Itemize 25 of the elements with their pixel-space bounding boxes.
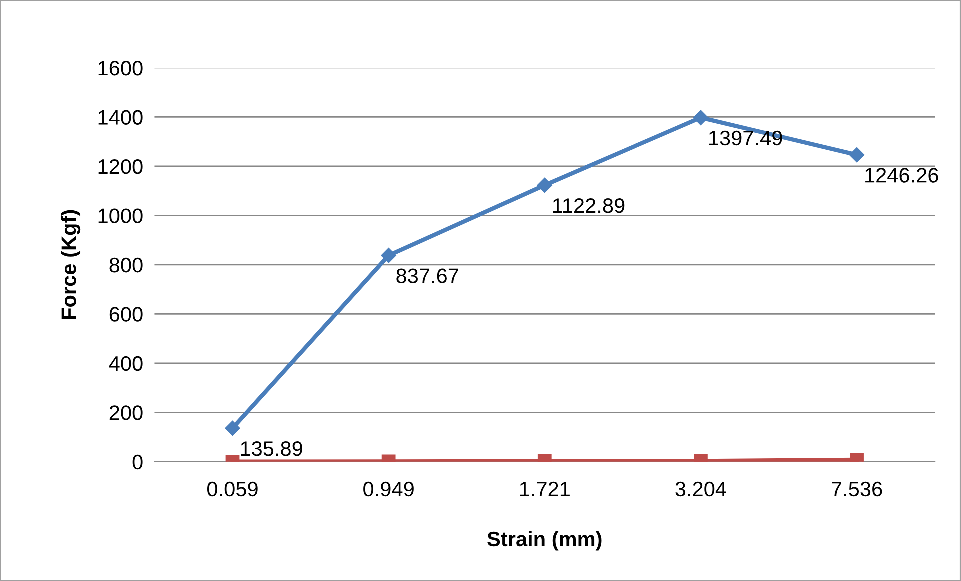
y-tick-label: 1000	[98, 208, 143, 224]
data-label: 1397.49	[709, 130, 782, 146]
y-tick-label: 200	[110, 406, 143, 420]
data-label: 1122.89	[553, 198, 625, 214]
x-tick-label: 0.949	[364, 482, 414, 497]
y-tick-label: 600	[110, 307, 143, 322]
point	[693, 110, 709, 126]
x-axis-title: Strain (mm)	[488, 531, 602, 551]
y-tick-label: 1200	[98, 159, 143, 174]
x-tick-label: 3.204	[676, 482, 726, 497]
x-tick-label: 7.536	[832, 482, 882, 497]
x-tick-label: 0.059	[208, 482, 258, 497]
data-label: 837.67	[396, 268, 458, 284]
y-tick-label: 400	[109, 356, 143, 372]
point	[381, 248, 396, 264]
x-tick-label: 1.721	[520, 482, 570, 496]
data-label: 1246.26	[866, 168, 938, 183]
data-label: 135.89	[241, 441, 302, 456]
y-tick-label: 800	[110, 258, 143, 273]
point	[537, 178, 552, 194]
point	[849, 147, 865, 163]
y-axis-title: Force (Kgf)	[61, 210, 81, 320]
y-tick-label: 1600	[98, 60, 143, 76]
y-tick-label: 0	[132, 454, 143, 470]
y-tick-label: 1400	[98, 110, 143, 125]
